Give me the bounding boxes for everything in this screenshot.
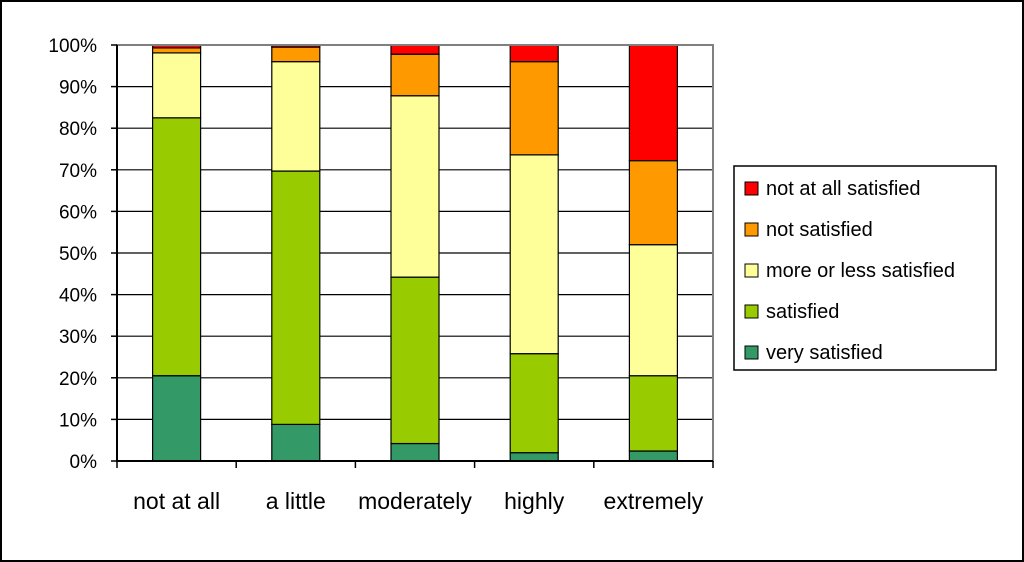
legend: not at all satisfied not satisfied more or… — [733, 165, 997, 371]
bar-segment-moderately-more-or-less-satisfied — [390, 95, 440, 278]
bar-segment-highly-satisfied — [509, 353, 559, 454]
y-tick-label: 50% — [59, 244, 97, 265]
y-tick-label: 10% — [59, 410, 97, 431]
y-tick-label: 0% — [70, 452, 98, 473]
x-tick-label: moderately — [358, 488, 472, 514]
y-tick-label: 90% — [59, 78, 97, 99]
legend-swatch-very-satisfied — [744, 345, 759, 360]
y-tick-label: 40% — [59, 286, 97, 307]
bar-segment-moderately-not-satisfied — [390, 53, 440, 97]
bar-segment-a-little-not-satisfied — [271, 46, 321, 63]
legend-swatch-not-at-all-satisfied — [744, 181, 759, 196]
bar-segment-not-at-all-more-or-less-satisfied — [152, 52, 202, 119]
bar-segment-highly-not-satisfied — [509, 61, 559, 156]
bar-segment-moderately-very-satisfied — [390, 442, 440, 462]
bar-segment-extremely-not-at-all-satisfied — [628, 44, 679, 162]
bar-segment-extremely-more-or-less-satisfied — [628, 244, 679, 377]
legend-label-satisfied: satisfied — [766, 301, 839, 323]
bar-segment-not-at-all-satisfied — [152, 117, 202, 377]
legend-swatch-more-or-less-satisfied — [744, 263, 759, 278]
bars — [152, 44, 679, 462]
bar-segment-highly-not-at-all-satisfied — [509, 44, 559, 63]
legend-label-more-or-less-satisfied: more or less satisfied — [766, 260, 955, 282]
x-tick-labels: not at all a little moderately highly extrem… — [133, 488, 704, 514]
legend-swatch-satisfied — [744, 304, 759, 319]
bar-segment-not-at-all-not-satisfied — [152, 47, 202, 54]
bar-segment-extremely-very-satisfied — [628, 450, 679, 462]
legend-label-not-at-all-satisfied: not at all satisfied — [766, 178, 921, 200]
bar-segment-a-little-very-satisfied — [271, 423, 321, 462]
bar-segment-not-at-all-very-satisfied — [152, 375, 202, 462]
bar-segment-highly-more-or-less-satisfied — [509, 154, 559, 355]
x-tick-label: highly — [504, 488, 565, 514]
legend-label-not-satisfied: not satisfied — [766, 219, 873, 241]
y-tick-labels: 0% 10% 20% 30% 40% 50% 60% 70% 80% 90% 100% — [48, 36, 97, 473]
x-tick-label: not at all — [133, 488, 220, 514]
y-tick-label: 30% — [59, 327, 97, 348]
bar-segment-a-little-satisfied — [271, 170, 321, 425]
y-tick-label: 80% — [59, 119, 97, 140]
y-tick-label: 60% — [59, 202, 97, 223]
legend-label-very-satisfied: very satisfied — [766, 342, 883, 364]
bar-segment-highly-very-satisfied — [509, 452, 559, 462]
bar-segment-a-little-more-or-less-satisfied — [271, 61, 321, 172]
bar-segment-moderately-not-at-all-satisfied — [390, 44, 440, 55]
axes — [111, 44, 714, 468]
y-tick-label: 70% — [59, 161, 97, 182]
x-tick-label: extremely — [604, 488, 704, 514]
bar-segment-moderately-satisfied — [390, 276, 440, 445]
legend-box — [733, 165, 997, 371]
y-tick-label: 100% — [48, 36, 97, 57]
bar-segment-extremely-not-satisfied — [628, 160, 679, 246]
legend-swatch-not-satisfied — [744, 222, 759, 237]
y-tick-label: 20% — [59, 369, 97, 390]
x-tick-label: a little — [266, 488, 326, 514]
bar-segment-extremely-satisfied — [628, 375, 679, 452]
